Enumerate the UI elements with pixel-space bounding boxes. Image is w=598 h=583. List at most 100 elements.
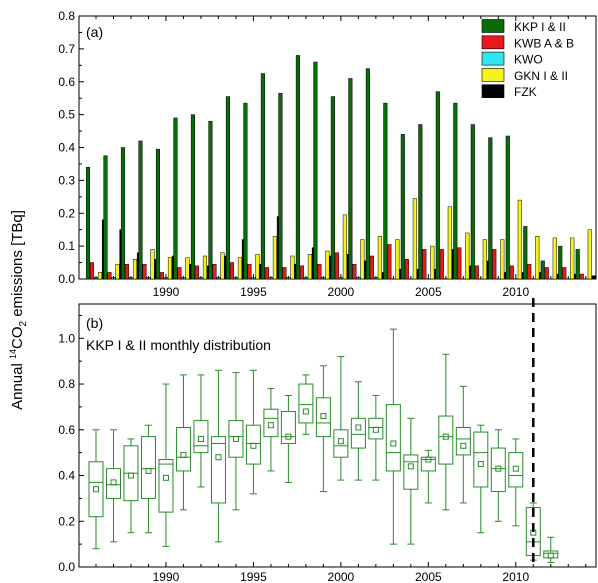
box-iqr [350,417,366,449]
legend-swatch-kwo [481,51,505,66]
bar-gkn-2004 [412,198,417,280]
bar-gkn-2008 [482,239,487,280]
bar-kkp-2007 [453,102,458,280]
bar-gkn-1987 [115,263,120,280]
panel-b-frame [78,303,597,568]
box-mean-marker [442,433,449,440]
box-mean-marker [250,442,257,449]
y-tick-label: 0.7 [58,42,75,56]
y-tick-label: 0.0 [58,272,75,286]
box-iqr [438,415,454,465]
bar-kkp-1996 [260,73,265,280]
box-2004 [403,417,419,545]
bar-gkn-2000 [342,214,347,280]
box-mean-marker [110,479,117,486]
bar-kkp-1994 [225,96,230,280]
bar-kkp-1990 [155,148,161,280]
y-tick-label: 0.6 [58,423,75,437]
bar-kwb-2000 [334,252,339,280]
box-iqr [158,459,174,513]
box-iqr [298,383,314,424]
box-mean-marker [372,426,379,433]
x-tick-label: 2000 [328,285,355,299]
bar-gkn-1999 [325,250,330,280]
bar-kkp-1989 [138,140,143,280]
box-iqr [228,420,244,458]
y-tick-label: 1.0 [58,331,75,345]
box-mean-marker [232,435,239,442]
y-tick-label: 0.4 [58,469,75,483]
box-2002 [368,394,384,481]
box-mean-marker [512,465,519,472]
bar-gkn-1996 [272,236,277,280]
legend: KKP I & II KWB A & B KWO GKN I & II FZK [481,19,574,99]
bar-gkn-2005 [430,245,435,280]
bar-kwb-1986 [89,262,95,280]
bar-gkn-2013 [570,237,575,280]
bar-kkp-2001 [348,78,353,280]
box-mean-marker [425,456,432,463]
bar-kwb-2013 [562,267,567,280]
bar-kwb-1994 [229,262,234,280]
box-mean-marker [145,467,152,474]
box-1988 [123,438,139,534]
box-1998 [298,374,314,435]
legend-swatch-kkp [481,19,505,33]
bar-kwb-2007 [457,247,462,280]
bar-kwb-2002 [369,255,374,280]
x-tick-label: 1990 [153,570,180,583]
x-tick-label: 2010 [502,285,529,299]
bar-kwb-2012 [544,267,549,280]
x-tick-label: 1995 [240,285,267,299]
bar-kkp-2011 [523,226,528,280]
bar-kwb-1997 [282,267,287,280]
bar-gkn-1989 [150,249,155,280]
box-mean-marker [215,454,222,461]
box-1987 [105,429,121,543]
bar-kwb-1987 [107,272,112,280]
box-iqr [368,417,384,440]
bar-gkn-1986 [97,272,103,280]
bar-kkp-1993 [208,120,213,280]
box-mean-marker [93,486,99,493]
bar-kwb-1993 [212,263,217,280]
box-iqr [280,410,296,445]
bar-kkp-1998 [295,55,300,280]
panel-a-bar-chart: 0.0 0.1 0.2 0.3 0.4 0.5 0.6 0.7 0.8 1990 1995 2000 2… [58,9,597,299]
bar-kwb-1992 [194,265,199,280]
box-mean-marker [285,433,292,440]
box-iqr [263,408,279,438]
bar-gkn-2007 [465,232,470,280]
bar-kwb-2005 [422,249,427,280]
box-2003 [385,328,401,545]
bar-gkn-2009 [500,239,505,280]
box-1990 [158,383,174,547]
box-2010 [508,438,524,527]
box-1997 [280,394,296,483]
bar-kkp-2004 [400,134,405,280]
box-mean-marker [495,465,502,472]
bar-kkp-2006 [435,91,440,280]
box-2000 [333,356,349,481]
box-mean-marker [320,413,327,420]
box-iqr [543,550,559,559]
bar-kwb-1995 [247,263,252,280]
bar-kkp-2003 [383,102,388,280]
box-mean-marker [407,463,414,470]
legend-label-kwo: KWO [514,53,543,67]
bar-kwb-2006 [439,249,444,280]
bar-kkp-2009 [488,137,493,280]
bar-gkn-1997 [290,255,295,280]
panel-b-box-chart: 0.0 0.2 0.4 0.6 0.8 1.0 1990 1995 2000 2005 2010 (… [58,298,597,583]
legend-label-gkn: GKN I & II [514,69,568,83]
y-tick-label: 0.8 [58,9,75,23]
x-tick-label: 2005 [415,570,442,583]
box-mean-marker [355,424,362,431]
box-mean-marker [267,422,274,429]
box-1992 [193,374,209,488]
bar-kkp-2005 [418,124,423,280]
y-tick-label: 0.6 [58,75,75,89]
box-1996 [263,388,279,472]
box-iqr [88,461,104,518]
